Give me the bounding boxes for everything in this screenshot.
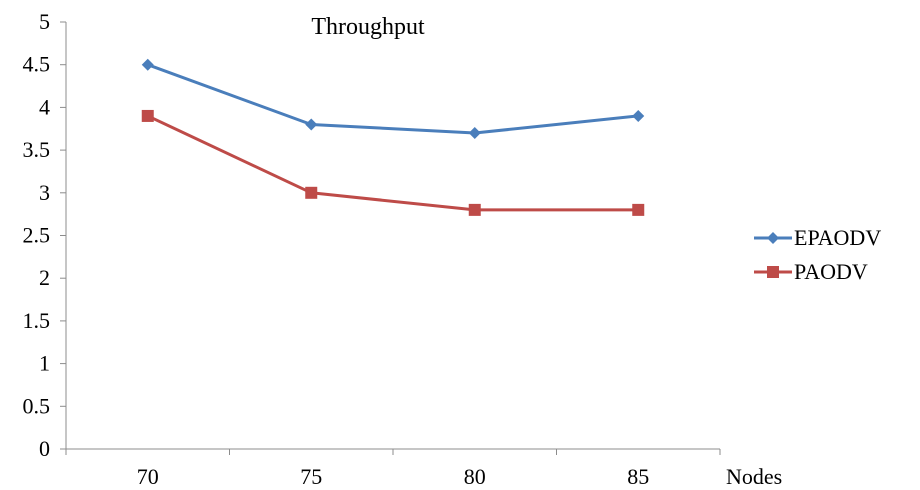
y-tick-label: 1 — [39, 351, 50, 376]
y-tick-label: 0 — [39, 436, 50, 461]
diamond-marker — [468, 127, 481, 140]
y-tick-label: 5 — [39, 9, 50, 34]
y-tick-label: 2.5 — [23, 223, 51, 248]
x-tick-label: 70 — [137, 464, 159, 489]
series-group — [141, 58, 645, 216]
diamond-marker — [141, 58, 154, 71]
y-tick-label: 0.5 — [23, 393, 51, 418]
x-tick-label: 75 — [300, 464, 322, 489]
y-tick-label: 3 — [39, 180, 50, 205]
y-tick-label: 1.5 — [23, 308, 51, 333]
y-tick-label: 4 — [39, 94, 50, 119]
series-line — [147, 114, 639, 212]
y-tick-label: 3.5 — [23, 137, 51, 162]
legend: EPAODV PAODV — [754, 225, 881, 284]
diamond-marker — [767, 232, 779, 244]
square-marker — [141, 109, 154, 122]
square-marker — [468, 203, 481, 216]
square-marker — [632, 203, 645, 216]
y-tick-label: 2 — [39, 265, 50, 290]
diamond-marker — [632, 109, 645, 122]
square-marker — [767, 266, 779, 278]
diamond-marker — [305, 118, 318, 131]
legend-label: EPAODV — [794, 225, 881, 250]
axis-ticks: 0 0.5 1 1.5 2 2.5 3 3.5 4 4.5 5 70 75 80 85 — [23, 9, 721, 489]
series-line — [147, 63, 639, 135]
legend-label: PAODV — [794, 259, 868, 284]
x-tick-label: 80 — [464, 464, 486, 489]
square-marker — [305, 186, 318, 199]
chart-title: Throughput — [311, 14, 425, 40]
x-tick-label: 85 — [627, 464, 649, 489]
x-axis-label: Nodes — [726, 464, 782, 489]
y-tick-label: 4.5 — [23, 52, 51, 77]
